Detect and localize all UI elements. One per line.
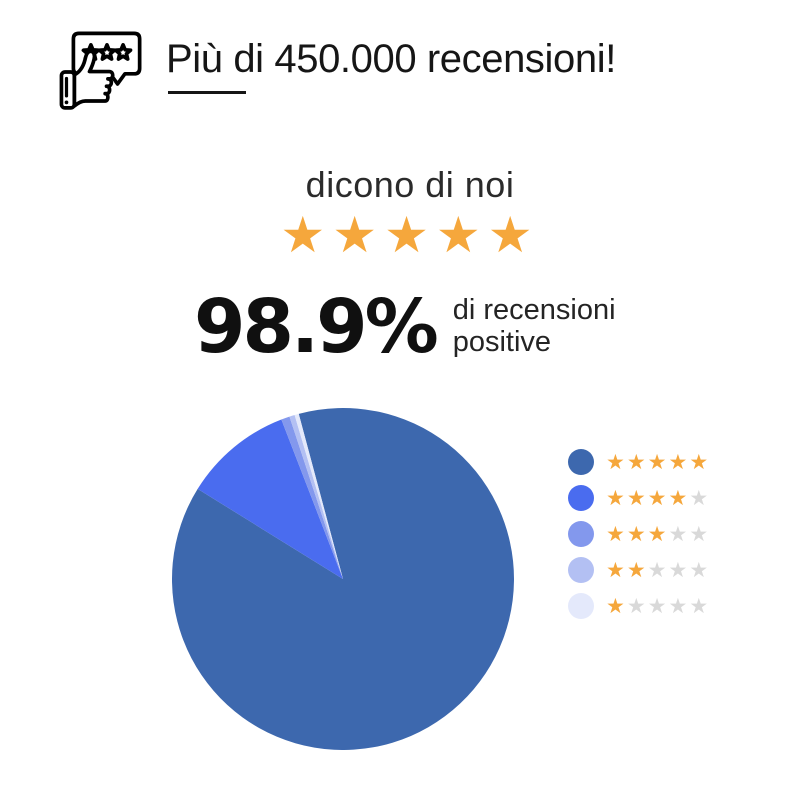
- chart-legend: ★★★★★ ★★★★★ ★★★★★ ★★★★★ ★★★★★: [568, 449, 710, 619]
- star-icon: ★: [689, 450, 711, 474]
- star-icon: ★: [647, 558, 669, 582]
- star-icon: ★: [332, 207, 385, 263]
- star-icon: ★: [647, 486, 669, 510]
- star-icon: ★: [668, 558, 690, 582]
- title-block: Più di 450.000 recensioni!: [166, 26, 616, 94]
- star-icon: ★: [668, 522, 690, 546]
- positive-percentage: 98.9%: [194, 284, 439, 370]
- pie-slice: [289, 414, 343, 579]
- stat-label: di recensioni positive: [452, 294, 616, 359]
- star-icon: ★: [606, 594, 627, 618]
- star-icon: ★: [689, 522, 711, 546]
- thumbs-up-hand: [72, 49, 115, 108]
- legend-row: ★★★★★: [568, 593, 710, 619]
- star-icon: ★: [689, 594, 711, 618]
- tagline-section: dicono di noi ★★★★★: [10, 164, 800, 260]
- legend-color-dot: [568, 485, 594, 511]
- legend-star-rating: ★★★★★: [606, 488, 710, 509]
- pie-chart: [172, 408, 514, 750]
- star-icon: ★: [606, 450, 627, 474]
- pie-slice: [172, 408, 514, 750]
- legend-color-dot: [568, 521, 594, 547]
- five-star-rating: ★★★★★: [10, 210, 800, 260]
- stat-section: 98.9% di recensioni positive: [194, 290, 616, 364]
- star-icon: ★: [626, 450, 648, 474]
- page-title: Più di 450.000 recensioni!: [166, 37, 616, 81]
- star-icon: ★: [280, 207, 333, 263]
- star-icon: ★: [626, 486, 648, 510]
- pie-slice: [197, 419, 343, 579]
- pie-slice: [281, 416, 343, 579]
- legend-row: ★★★★★: [568, 485, 710, 511]
- legend-color-dot: [568, 557, 594, 583]
- star-icon: ★: [647, 594, 669, 618]
- star-icon: ★: [606, 522, 627, 546]
- star-icon: ★: [487, 207, 540, 263]
- star-icon: ★: [606, 486, 627, 510]
- legend-color-dot: [568, 593, 594, 619]
- stat-label-line2: positive: [452, 326, 552, 358]
- pie-slice: [294, 413, 343, 579]
- star-icon: ★: [668, 594, 690, 618]
- star-icon: ★: [606, 558, 627, 582]
- review-stars-thumbs-up-icon: [52, 26, 150, 118]
- star-icon: ★: [435, 207, 488, 263]
- stat-label-line1: di recensioni: [452, 294, 616, 327]
- legend-row: ★★★★★: [568, 557, 710, 583]
- star-icon: ★: [626, 594, 648, 618]
- star-icon: ★: [626, 558, 648, 582]
- title-underline: [168, 91, 246, 94]
- legend-star-rating: ★★★★★: [606, 560, 710, 581]
- header: Più di 450.000 recensioni!: [52, 26, 616, 118]
- star-icon: ★: [668, 450, 690, 474]
- legend-color-dot: [568, 449, 594, 475]
- legend-star-rating: ★★★★★: [606, 524, 710, 545]
- legend-star-rating: ★★★★★: [606, 596, 710, 617]
- tagline-text: dicono di noi: [305, 164, 515, 205]
- star-icon: ★: [647, 522, 669, 546]
- legend-row: ★★★★★: [568, 449, 710, 475]
- star-icon: ★: [384, 207, 436, 263]
- legend-row: ★★★★★: [568, 521, 710, 547]
- star-icon: ★: [689, 558, 711, 582]
- star-icon: ★: [647, 450, 669, 474]
- legend-star-rating: ★★★★★: [606, 452, 710, 473]
- star-icon: ★: [689, 486, 711, 510]
- star-icon: ★: [668, 486, 690, 510]
- star-icon: ★: [626, 522, 648, 546]
- cuff-dot: [64, 100, 69, 105]
